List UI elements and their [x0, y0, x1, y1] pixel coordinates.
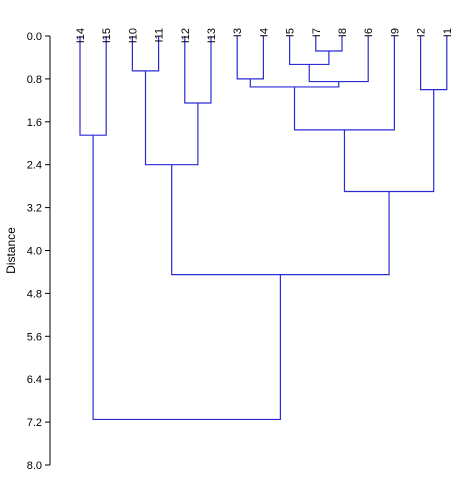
dendrogram-link [92, 135, 281, 421]
dendrogram-link [308, 36, 369, 83]
dendrogram-links [79, 36, 448, 421]
y-tick-label: 7.2 [27, 417, 42, 429]
leaf-label: I4 [258, 28, 270, 37]
leaf-label: I6 [363, 28, 375, 37]
y-axis-title: Distance [4, 227, 18, 274]
leaf-label: I2 [416, 28, 428, 37]
leaf-label: I8 [337, 28, 349, 37]
dendrogram-link [293, 36, 395, 131]
leaf-label: I9 [389, 28, 401, 37]
dendrogram-link [171, 164, 390, 276]
y-tick-label: 8.0 [27, 460, 42, 472]
y-tick-label: 5.6 [27, 331, 42, 343]
dendrogram-link [289, 36, 330, 66]
leaf-label: I15 [101, 28, 113, 43]
dendrogram-link [79, 36, 107, 136]
leaf-label: I12 [180, 28, 192, 43]
dendrogram-link [236, 36, 264, 80]
y-tick-label: 2.4 [27, 160, 42, 172]
y-tick-label: 4.8 [27, 288, 42, 300]
leaf-label: I5 [285, 28, 297, 37]
dendrogram-link [184, 36, 212, 104]
leaf-label: I11 [154, 28, 166, 42]
dendrogram-link [249, 78, 340, 88]
leaf-label: I10 [127, 28, 139, 43]
leaf-label: I14 [75, 28, 87, 43]
dendrogram-link [131, 36, 160, 72]
y-tick-label: 0.8 [27, 74, 42, 86]
leaf-labels: I14 I15 I10 I11 I12 I13 I3 I4 I5 I7 I8 I6 I9 I2 I1 [75, 28, 454, 43]
leaf-label: I3 [232, 28, 244, 37]
y-tick-label: 4.0 [27, 246, 42, 258]
y-tick-label: 1.6 [27, 117, 42, 129]
leaf-label: I7 [311, 28, 323, 37]
leaf-label: I1 [442, 28, 454, 37]
dendrogram-link [315, 36, 343, 52]
y-tick-label: 3.2 [27, 203, 42, 215]
dendrogram-link [420, 36, 448, 91]
dendrogram-link [343, 89, 435, 193]
y-tick-label: 6.4 [27, 374, 42, 386]
leaf-label: I13 [206, 28, 218, 43]
y-tick-label: 0.0 [27, 31, 42, 43]
dendrogram-link [144, 70, 199, 166]
y-axis: 0.0 0.8 1.6 2.4 3.2 4.0 4.8 5.6 6.4 7.2 8.0 [27, 31, 51, 472]
